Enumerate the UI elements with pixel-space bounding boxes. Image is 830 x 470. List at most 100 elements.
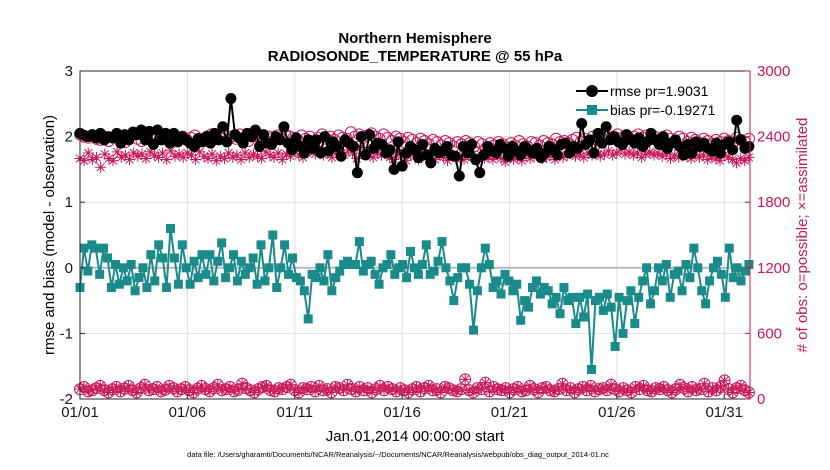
series-1-point-144 — [642, 263, 652, 273]
series-1-point-65 — [331, 273, 341, 283]
series-0-point-143 — [657, 131, 669, 143]
series-3-point-37 — [227, 151, 239, 163]
series-1-point-120 — [547, 299, 557, 309]
series-3-point-19 — [152, 151, 164, 163]
series-3-point-133 — [623, 146, 635, 158]
series-1-point-44 — [248, 253, 258, 263]
series-3-point-43 — [252, 150, 264, 162]
legend: rmse pr=1.9031 bias pr=-0.19271 — [576, 83, 716, 118]
series-0-point-79 — [396, 160, 408, 172]
series-0-point-15 — [135, 124, 147, 136]
series-3-point-162 — [743, 151, 755, 163]
series-3-point-141 — [656, 150, 668, 162]
series-1-point-33 — [205, 250, 215, 260]
series-5-point-30 — [196, 380, 208, 392]
series-1-point-157 — [693, 263, 703, 273]
series-5-point-102 — [488, 381, 500, 393]
series-2-point-66 — [344, 126, 357, 139]
series-5-point-95 — [459, 373, 471, 385]
series-3-point-65 — [342, 144, 354, 156]
series-1-point-159 — [701, 299, 711, 309]
series-5-point-57 — [305, 381, 317, 393]
series-1-point-154 — [681, 260, 691, 270]
series-5-point-152 — [690, 384, 702, 396]
series-5-point-122 — [569, 386, 581, 398]
series-1-point-71 — [354, 237, 364, 247]
series-5-point-72 — [366, 386, 378, 398]
y2-axis-label: # of obs: o=possible; ×=assimilated — [794, 118, 811, 353]
data-file-footer: data file: /Users/gharamti/Documents/NCA… — [187, 450, 609, 459]
y-tick-label-3: 1 — [65, 194, 73, 211]
series-3-point-32 — [206, 148, 218, 160]
series-5-point-58 — [309, 385, 321, 397]
series-5-point-64 — [333, 382, 345, 394]
series-3-point-148 — [685, 152, 697, 164]
series-1-point-93 — [441, 263, 451, 273]
series-3-point-10 — [115, 151, 127, 163]
series-5-point-90 — [439, 381, 451, 393]
series-1-point-53 — [284, 269, 294, 279]
series-5-point-39 — [232, 384, 244, 396]
series-1-point-64 — [327, 286, 337, 296]
series-5-point-124 — [577, 381, 589, 393]
series-5-point-14 — [131, 386, 143, 398]
series-1-point-38 — [225, 263, 235, 273]
series-0-point-71 — [364, 129, 376, 141]
series-1-point-60 — [311, 273, 321, 283]
series-1-point-28 — [185, 279, 195, 289]
series-5-point-6 — [98, 384, 110, 396]
series-3-point-139 — [648, 149, 660, 161]
series-1-point-57 — [299, 286, 309, 296]
series-5-point-112 — [528, 383, 540, 395]
series-1-point-103 — [480, 243, 490, 253]
chart-title: Northern Hemisphere — [338, 30, 491, 47]
series-5-point-113 — [532, 386, 544, 398]
series-5-point-128 — [593, 383, 605, 395]
series-3-point-17 — [144, 146, 156, 158]
series-5 — [74, 373, 755, 398]
series-1-point-74 — [366, 256, 376, 266]
series-5-point-86 — [423, 380, 435, 392]
series-3-point-25 — [177, 151, 189, 163]
series-5-point-22 — [163, 380, 175, 392]
series-5-point-79 — [394, 382, 406, 394]
series-5-point-7 — [102, 386, 114, 398]
series-1-point-166 — [728, 273, 738, 283]
series-3-point-28 — [190, 154, 202, 166]
series-3-point-122 — [578, 151, 590, 163]
series-layer — [74, 93, 755, 399]
series-1-point-70 — [350, 260, 360, 270]
series-1-point-114 — [524, 302, 534, 312]
series-5-point-87 — [427, 384, 439, 396]
series-1-point-84 — [406, 246, 416, 256]
series-1-point-18 — [146, 250, 156, 260]
series-1-point-138 — [618, 328, 628, 338]
series-1-point-139 — [622, 296, 632, 306]
series-3-point-75 — [384, 151, 396, 163]
series-5-point-129 — [597, 382, 609, 394]
series-5-point-16 — [139, 379, 151, 391]
series-0-point-36 — [221, 136, 233, 148]
series-1-point-90 — [429, 266, 439, 276]
series-1-point-39 — [228, 250, 238, 260]
series-1-point-99 — [465, 279, 475, 289]
series-3-point-107 — [516, 155, 528, 167]
series-1-point-85 — [409, 263, 419, 273]
series-1-point-2 — [83, 266, 93, 276]
series-1-point-56 — [295, 276, 305, 286]
y-tick-label-0: -2 — [60, 391, 73, 408]
series-3-point-77 — [392, 147, 404, 159]
series-1-point-30 — [193, 273, 203, 283]
series-5-point-149 — [678, 382, 690, 394]
series-5-point-130 — [601, 384, 613, 396]
series-5-point-77 — [386, 383, 398, 395]
series-0-point-21 — [160, 127, 172, 139]
series-0-point-63 — [331, 140, 343, 152]
series-5-point-33 — [208, 382, 220, 394]
series-3-point-100 — [487, 154, 499, 166]
series-5-point-139 — [638, 380, 650, 392]
series-5-point-76 — [382, 381, 394, 393]
series-3-point-123 — [582, 147, 594, 159]
series-5-point-142 — [650, 382, 662, 394]
series-0-point-16 — [139, 134, 151, 146]
